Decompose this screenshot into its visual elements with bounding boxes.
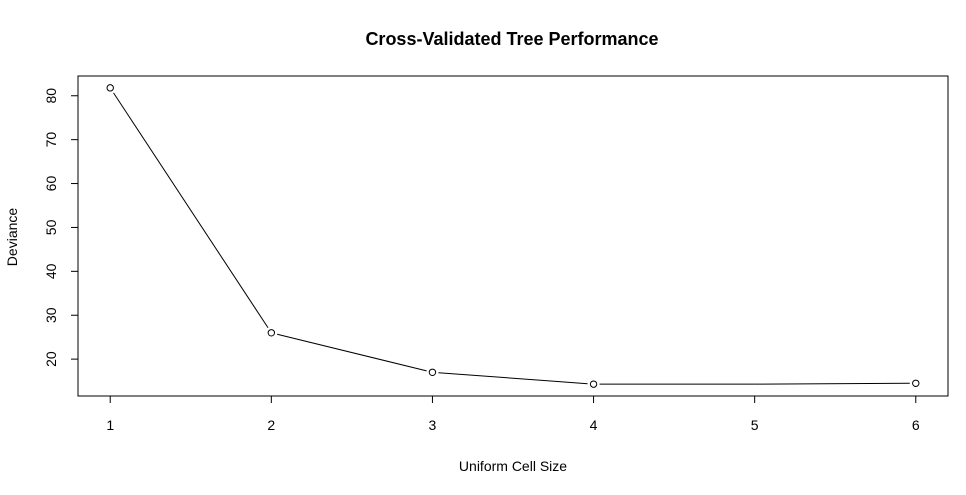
x-axis: 1 2 3 4 5 6 xyxy=(106,396,920,433)
series-segment xyxy=(113,92,269,329)
x-tick-label: 6 xyxy=(912,417,920,433)
y-tick-label: 50 xyxy=(43,219,59,235)
series-segment xyxy=(754,382,910,385)
data-point xyxy=(267,329,276,337)
y-axis-label: Deviance xyxy=(4,208,20,267)
y-tick-label: 60 xyxy=(43,176,59,192)
y-tick-label: 20 xyxy=(43,351,59,367)
y-axis: 20 30 40 50 60 70 80 xyxy=(43,88,78,367)
plot-frame xyxy=(77,75,949,397)
deviance-series xyxy=(106,84,920,388)
x-axis-label: Uniform Cell Size xyxy=(459,458,567,474)
data-point xyxy=(428,368,437,376)
x-tick-label: 4 xyxy=(590,417,598,433)
y-tick-label: 30 xyxy=(43,307,59,323)
chart-title: Cross-Validated Tree Performance xyxy=(365,29,658,49)
y-tick-label: 70 xyxy=(43,132,59,148)
data-point xyxy=(912,379,920,387)
y-tick-label: 80 xyxy=(43,88,59,104)
x-tick-label: 2 xyxy=(267,417,275,433)
data-point xyxy=(106,84,114,92)
x-tick-label: 5 xyxy=(751,417,759,433)
series-segment xyxy=(277,333,427,372)
series-segment xyxy=(438,372,588,385)
x-tick-label: 1 xyxy=(106,417,114,433)
y-tick-label: 40 xyxy=(43,263,59,279)
data-point xyxy=(589,380,598,388)
x-tick-label: 3 xyxy=(429,417,437,433)
